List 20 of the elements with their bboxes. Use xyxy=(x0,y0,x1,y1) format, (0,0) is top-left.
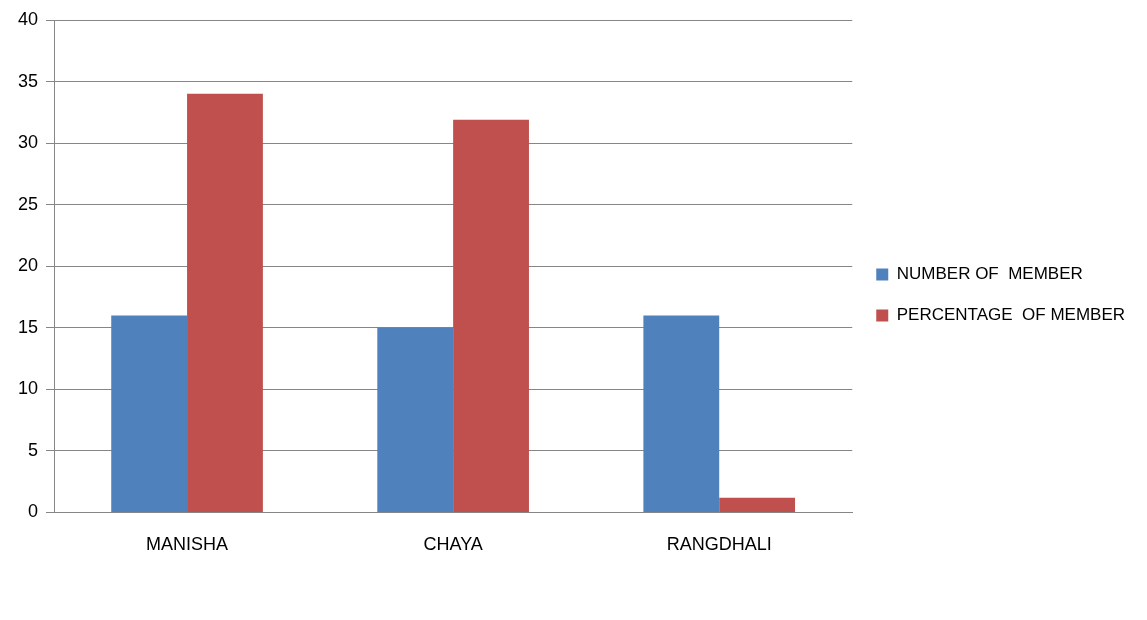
bar xyxy=(453,119,529,512)
bar xyxy=(719,497,796,512)
legend-label: NUMBER OF MEMBER xyxy=(896,264,1083,284)
y-tick-label: 5 xyxy=(28,439,39,460)
x-tick-label: MANISHA xyxy=(146,534,229,555)
y-tick-label: 30 xyxy=(17,132,39,153)
x-tick-label: CHAYA xyxy=(423,534,483,555)
y-tick-label: 35 xyxy=(17,70,39,91)
legend-label: PERCENTAGE OF MEMBER xyxy=(896,305,1126,325)
bar xyxy=(111,315,188,512)
bar xyxy=(187,93,263,512)
y-tick-label: 0 xyxy=(28,501,39,522)
y-tick-label: 40 xyxy=(17,8,39,29)
y-tick-label: 20 xyxy=(17,255,39,276)
y-tick-label: 10 xyxy=(17,378,39,399)
y-tick-label: 15 xyxy=(17,316,39,337)
x-tick-label: RANGDHALI xyxy=(666,534,772,555)
bar xyxy=(643,315,720,512)
y-tick-label: 25 xyxy=(17,193,39,214)
bar xyxy=(377,327,454,512)
